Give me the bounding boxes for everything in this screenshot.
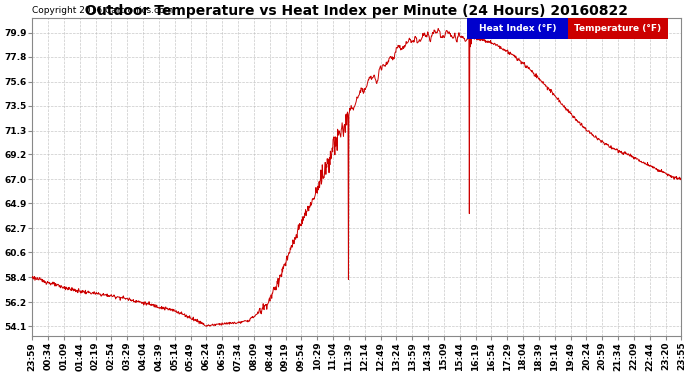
Text: Temperature (°F): Temperature (°F) xyxy=(575,24,662,33)
Text: Heat Index (°F): Heat Index (°F) xyxy=(479,24,556,33)
Title: Outdoor Temperature vs Heat Index per Minute (24 Hours) 20160822: Outdoor Temperature vs Heat Index per Mi… xyxy=(86,4,629,18)
Bar xyxy=(467,18,568,39)
Text: Copyright 2016 Cartronics.com: Copyright 2016 Cartronics.com xyxy=(32,6,173,15)
Bar xyxy=(568,18,669,39)
